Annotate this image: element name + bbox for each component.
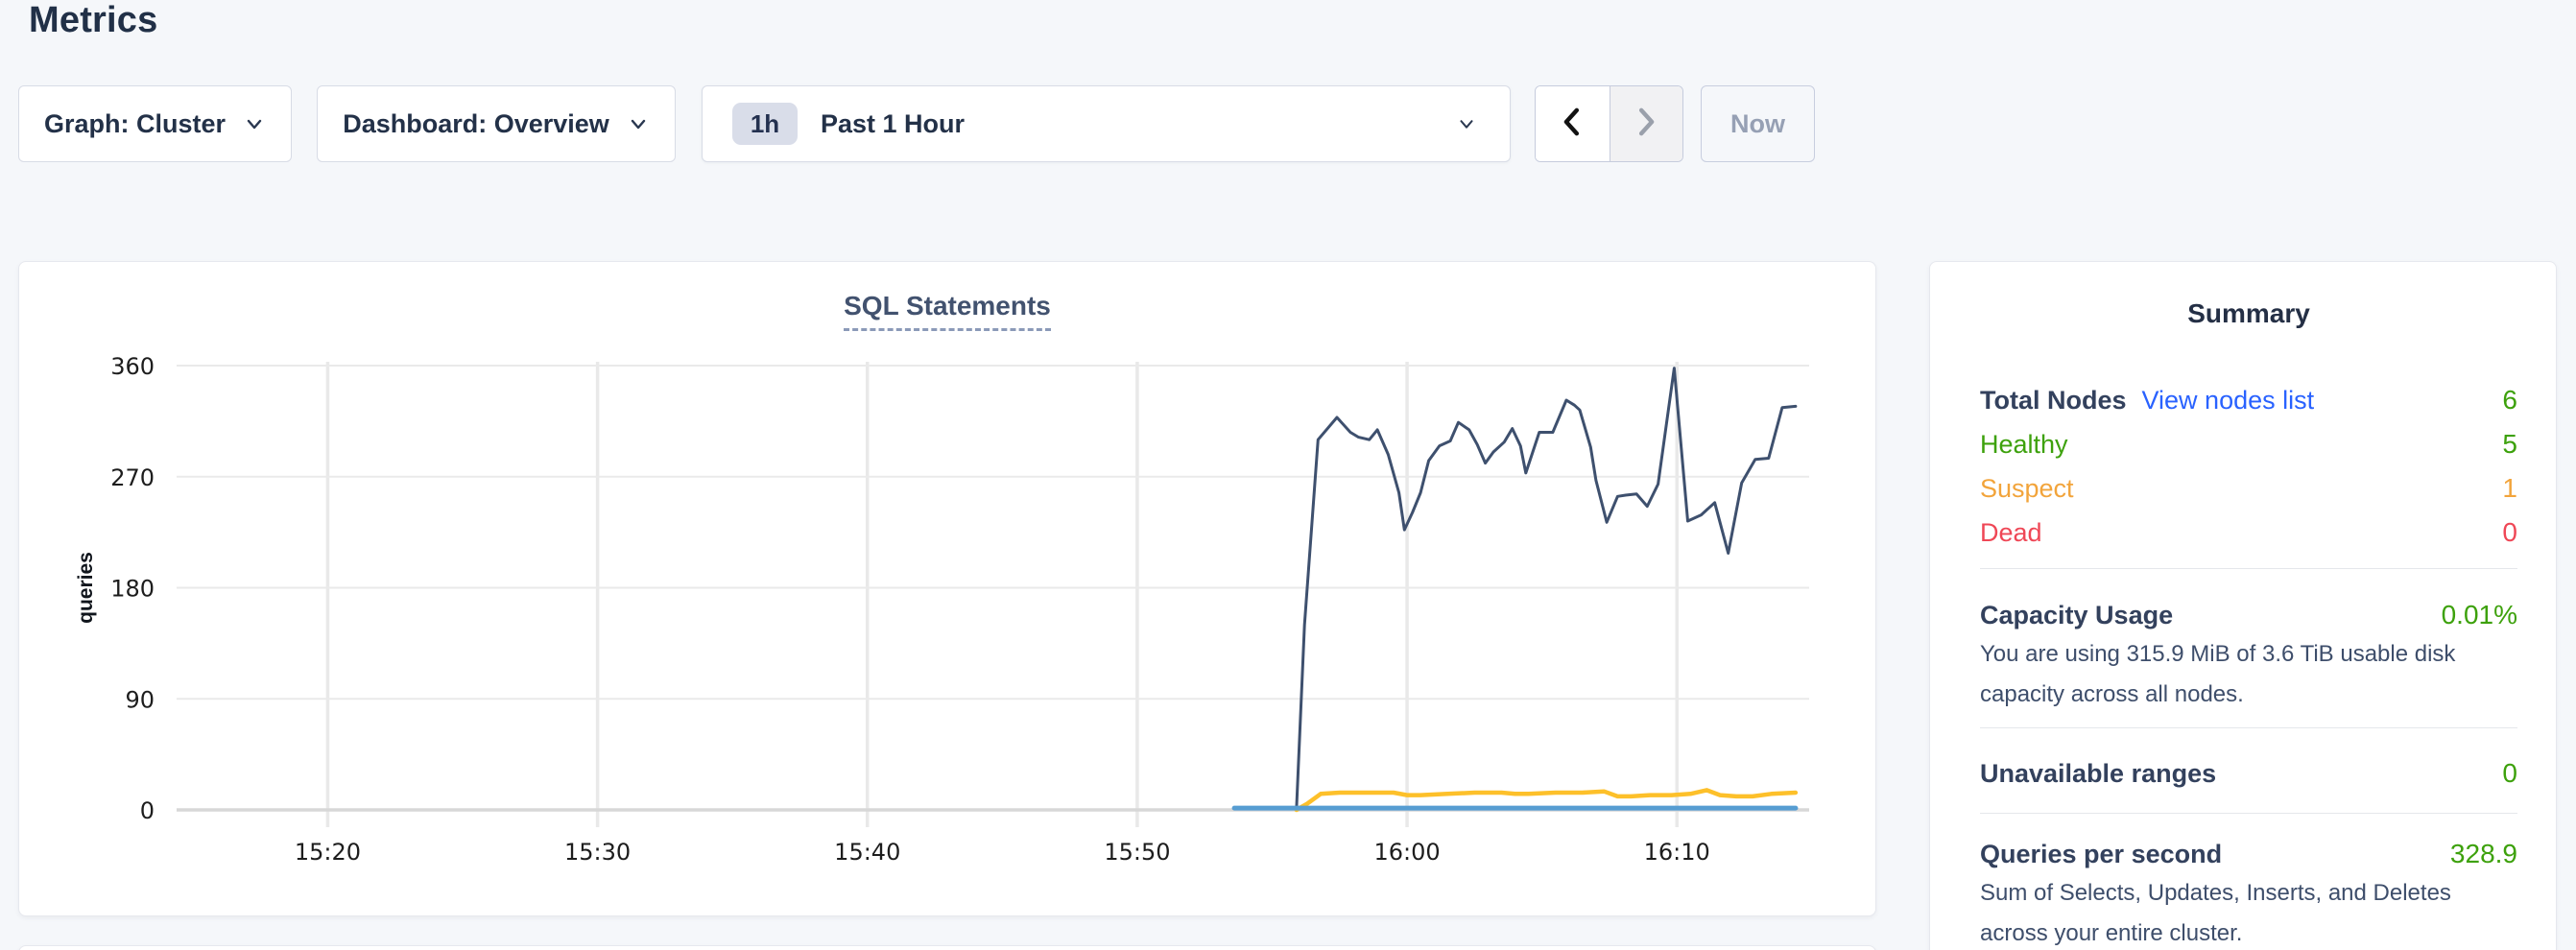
unavailable-ranges-label: Unavailable ranges [1980,759,2217,788]
svg-text:90: 90 [125,686,155,713]
time-range-badge: 1h [732,103,798,145]
chevron-down-icon [243,112,266,135]
capacity-value: 0.01% [2441,600,2517,629]
capacity-label: Capacity Usage [1980,601,2174,629]
svg-text:180: 180 [110,576,155,603]
svg-text:15:30: 15:30 [564,839,631,866]
controls-bar: Graph: Cluster Dashboard: Overview 1h Pa… [18,85,2558,162]
dashboard-dropdown-label: Dashboard: Overview [343,108,609,138]
suspect-nodes-row: Suspect 1 [1980,466,2517,511]
svg-text:270: 270 [110,464,155,491]
divider [1980,813,2517,814]
suspect-value: 1 [2502,473,2517,503]
svg-text:16:00: 16:00 [1373,839,1440,866]
view-nodes-link[interactable]: View nodes list [2141,385,2315,415]
svg-text:16:10: 16:10 [1644,839,1710,866]
svg-text:360: 360 [110,353,155,380]
chevron-left-icon [1558,106,1586,143]
time-range-label: Past 1 Hour [821,108,966,138]
dead-label: Dead [1980,517,2042,547]
sql-statements-card: SQL Statements 15:20 15:30 15:40 15:50 16:00… [18,261,1876,916]
graph-dropdown-label: Graph: Cluster [43,108,227,138]
dead-nodes-row: Dead 0 [1980,511,2517,555]
time-range-step-group [1535,85,1683,162]
time-range-selector[interactable]: 1h Past 1 Hour [702,85,1511,162]
next-chart-card [18,945,1876,950]
healthy-value: 5 [2502,429,2517,459]
sql-statements-chart[interactable]: 15:20 15:30 15:40 15:50 16:00 16:10 0 90 180 270 3… [77,348,1862,886]
chevron-down-icon [627,112,650,135]
unavailable-ranges-row: Unavailable ranges 0 [1980,751,2517,796]
now-button[interactable]: Now [1701,85,1815,162]
svg-text:15:40: 15:40 [834,839,900,866]
unavailable-ranges-value: 0 [2502,758,2517,788]
next-range-button[interactable] [1609,86,1682,161]
total-nodes-value: 6 [2502,385,2517,415]
total-nodes-label: Total Nodes [1980,385,2127,415]
capacity-row: Capacity Usage 0.01% [1980,596,2517,634]
graph-dropdown[interactable]: Graph: Cluster [18,85,292,162]
svg-text:15:20: 15:20 [295,839,361,866]
healthy-nodes-row: Healthy 5 [1980,422,2517,466]
svg-text:queries: queries [77,552,97,624]
summary-card: Summary Total Nodes View nodes list 6 He… [1929,261,2557,950]
qps-value: 328.9 [2449,839,2517,868]
summary-title: Summary [2187,298,2310,328]
chevron-down-icon [1456,113,1477,134]
page-title: Metrics [29,0,158,40]
healthy-label: Healthy [1980,429,2068,459]
prev-range-button[interactable] [1536,86,1610,161]
qps-description: Sum of Selects, Updates, Inserts, and De… [1980,880,2451,946]
dashboard-dropdown[interactable]: Dashboard: Overview [317,85,676,162]
chevron-right-icon [1632,106,1660,143]
qps-label: Queries per second [1980,840,2223,868]
chart-title: SQL Statements [844,291,1051,331]
divider [1980,568,2517,569]
dead-value: 0 [2502,517,2517,547]
qps-row: Queries per second 328.9 [1980,835,2517,873]
total-nodes-row: Total Nodes View nodes list 6 [1980,378,2517,422]
suspect-label: Suspect [1980,473,2074,503]
divider [1980,727,2517,728]
capacity-description: You are using 315.9 MiB of 3.6 TiB usabl… [1980,641,2456,707]
svg-text:15:50: 15:50 [1104,839,1170,866]
svg-text:0: 0 [140,797,155,824]
